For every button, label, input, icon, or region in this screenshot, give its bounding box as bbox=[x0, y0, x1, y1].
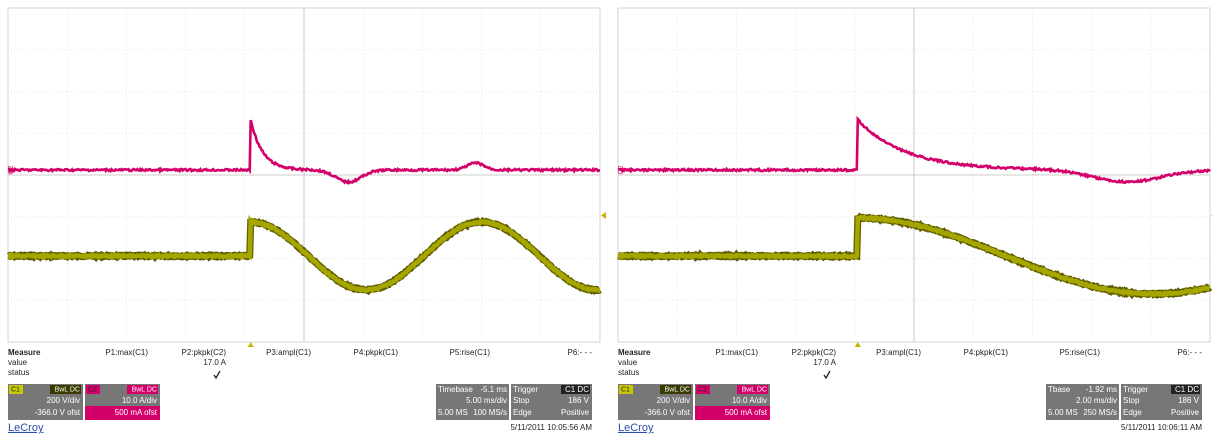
c1-trace bbox=[617, 214, 1211, 298]
timebase-scale: 2.00 ms/div bbox=[1076, 396, 1117, 405]
channel-tag bbox=[619, 385, 633, 394]
status-check bbox=[213, 370, 221, 380]
timestamp: 5/11/2011 10:05:56 AM bbox=[510, 423, 592, 432]
coupling-tag bbox=[660, 385, 691, 394]
offset-band bbox=[8, 406, 83, 420]
channel-label: C2 bbox=[618, 165, 625, 174]
channel-name: C2 bbox=[698, 386, 707, 393]
measure-param: P5:rise(C1) bbox=[1060, 348, 1101, 357]
c1-trace bbox=[7, 214, 601, 294]
timebase-samples: 5.00 MS bbox=[1048, 408, 1078, 417]
measure-param: P1:max(C1) bbox=[715, 348, 758, 357]
trigger-level-marker bbox=[601, 212, 606, 219]
brand: LeCroy bbox=[618, 422, 654, 434]
trigger-level: 186 V bbox=[1178, 396, 1200, 405]
measure-param: P3:ampl(C1) bbox=[876, 348, 921, 357]
measure-param: P2:pkpk(C2) bbox=[182, 348, 227, 357]
channel-tag bbox=[696, 385, 710, 394]
measure-row: value bbox=[618, 358, 638, 367]
timebase-rate: 250 MS/s bbox=[1083, 408, 1117, 417]
channel-offset: -366.0 V ofst bbox=[645, 408, 691, 417]
measure-param: P4:pkpk(C1) bbox=[354, 348, 399, 357]
channel-scale: 200 V/div bbox=[657, 396, 690, 405]
status-check bbox=[823, 370, 831, 380]
timebase-box bbox=[436, 384, 509, 420]
timebase-label: Tbase bbox=[1048, 385, 1071, 394]
measure-title: Measure bbox=[618, 348, 651, 357]
measure-row: status bbox=[618, 368, 639, 377]
trigger-slope: Positive bbox=[561, 408, 590, 417]
trigger-marker bbox=[854, 342, 861, 347]
trigger-type: Edge bbox=[513, 408, 532, 417]
coupling-tag bbox=[50, 385, 81, 394]
measure-param: P2:pkpk(C2) bbox=[792, 348, 837, 357]
trigger-source: C1 DC bbox=[565, 385, 589, 394]
timebase-box bbox=[1046, 384, 1119, 420]
measure-row: status bbox=[8, 368, 29, 377]
trigger-source: C1 DC bbox=[1175, 385, 1199, 394]
coupling-tag bbox=[737, 385, 768, 394]
trigger-mode: Stop bbox=[513, 396, 530, 405]
measure-param: P5:rise(C1) bbox=[450, 348, 491, 357]
channel-offset: 500 mA ofst bbox=[115, 408, 158, 417]
channel-label: C2 bbox=[8, 165, 15, 174]
trigger-mode: Stop bbox=[1123, 396, 1140, 405]
offset-band bbox=[85, 406, 160, 420]
measure-param: P1:max(C1) bbox=[105, 348, 148, 357]
trigger-marker bbox=[247, 342, 254, 347]
timebase-scale: 5.00 ms/div bbox=[466, 396, 507, 405]
trigger-level: 186 V bbox=[568, 396, 590, 405]
measure-param: P4:pkpk(C1) bbox=[964, 348, 1009, 357]
channel-tag bbox=[9, 385, 23, 394]
offset-band bbox=[618, 406, 693, 420]
timebase-rate: 100 MS/s bbox=[473, 408, 507, 417]
channel-name: C2 bbox=[88, 386, 97, 393]
channel-coupling: BwL DC bbox=[55, 386, 80, 393]
channel-offset: -366.0 V ofst bbox=[35, 408, 81, 417]
offset-band bbox=[695, 406, 770, 420]
trigger-source-tag bbox=[561, 385, 590, 394]
measure-param: P3:ampl(C1) bbox=[266, 348, 311, 357]
measure-param: P6:- - - bbox=[1178, 348, 1203, 357]
c2-trace bbox=[7, 119, 600, 185]
channel-tag bbox=[86, 385, 100, 394]
brand: LeCroy bbox=[8, 422, 44, 434]
channel-coupling: BwL DC bbox=[132, 386, 157, 393]
channel-label: C1 bbox=[8, 251, 15, 260]
channel-scale: 10.0 A/div bbox=[732, 396, 767, 405]
coupling-tag bbox=[127, 385, 158, 394]
timestamp: 5/11/2011 10:06:11 AM bbox=[1121, 423, 1202, 432]
trigger-label: Trigger bbox=[1123, 385, 1148, 394]
measure-value: 17.0 A bbox=[203, 358, 226, 367]
channel-offset: 500 mA ofst bbox=[725, 408, 768, 417]
channel-name: C1 bbox=[621, 386, 630, 393]
trigger-type: Edge bbox=[1123, 408, 1142, 417]
measure-value: 17.0 A bbox=[813, 358, 836, 367]
measure-title: Measure bbox=[8, 348, 41, 357]
channel-scale: 200 V/div bbox=[47, 396, 80, 405]
timebase-delay: -5.1 ms bbox=[480, 385, 507, 394]
timebase-samples: 5.00 MS bbox=[438, 408, 468, 417]
trigger-source-tag bbox=[1171, 385, 1200, 394]
measure-row: value bbox=[8, 358, 28, 367]
channel-coupling: BwL DC bbox=[742, 386, 767, 393]
channel-label: C1 bbox=[618, 251, 625, 260]
channel-name: C1 bbox=[11, 386, 20, 393]
channel-coupling: BwL DC bbox=[665, 386, 690, 393]
measure-param: P6:- - - bbox=[568, 348, 593, 357]
timebase-label: Timebase bbox=[438, 385, 473, 394]
trigger-slope: Positive bbox=[1171, 408, 1200, 417]
channel-scale: 10.0 A/div bbox=[122, 396, 157, 405]
timebase-delay: -1.92 ms bbox=[1086, 385, 1117, 394]
c2-trace bbox=[617, 115, 1211, 185]
trigger-label: Trigger bbox=[513, 385, 538, 394]
